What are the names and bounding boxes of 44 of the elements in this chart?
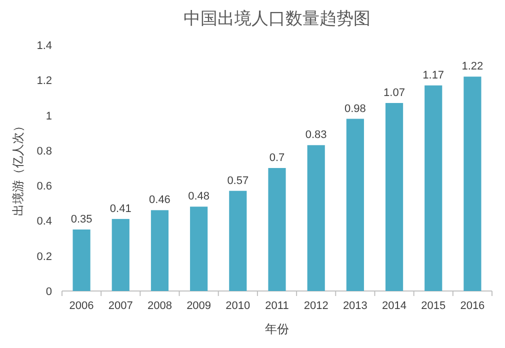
x-tick-label: 2013 [342, 300, 368, 312]
x-tick-label: 2015 [421, 300, 446, 312]
data-label: 1.22 [462, 60, 484, 73]
x-axis-title: 年份 [265, 322, 289, 336]
x-tick-label: 2009 [186, 300, 212, 312]
bar [229, 190, 247, 291]
data-label: 0.98 [344, 102, 366, 115]
y-tick-label: 0.6 [36, 180, 52, 193]
x-tick-label: 2012 [304, 300, 328, 312]
bar [112, 218, 130, 291]
y-axis-title: 出境游（亿人次） [11, 120, 25, 216]
y-tick-label: 1.4 [36, 40, 52, 52]
data-label: 0.46 [149, 194, 170, 206]
y-tick-label: 0.4 [36, 216, 52, 228]
bar [268, 168, 286, 291]
bar [346, 118, 364, 291]
bar [307, 145, 325, 291]
data-label: 0.7 [269, 152, 285, 164]
y-tick-label: 1.2 [36, 75, 52, 88]
data-label: 1.07 [384, 86, 405, 99]
data-label: 0.83 [305, 129, 327, 142]
x-tick-label: 2008 [147, 300, 172, 312]
x-tick-label: 2007 [108, 300, 133, 312]
bar [464, 76, 482, 291]
data-label: 0.48 [188, 190, 210, 203]
x-tick-label: 2011 [265, 300, 289, 312]
y-tick-label: 0 [46, 286, 52, 298]
y-tick-label: 1 [46, 110, 52, 122]
chart-title: 中国出境人口数量趋势图 [184, 9, 370, 28]
bar [72, 230, 90, 291]
data-label: 1.17 [422, 69, 444, 82]
x-tick-label: 2010 [226, 300, 250, 312]
data-label: 0.41 [110, 202, 132, 215]
bar [190, 206, 208, 291]
x-tick-label: 2014 [382, 300, 407, 312]
data-label: 0.35 [70, 214, 92, 226]
bar [424, 85, 442, 291]
bar [150, 210, 169, 291]
x-tick-label: 2006 [69, 300, 94, 312]
y-tick-label: 0.8 [36, 145, 52, 158]
data-label: 0.57 [227, 174, 249, 187]
x-tick-label: 2016 [460, 300, 485, 312]
y-tick-label: 0.2 [36, 250, 52, 263]
bar [385, 102, 404, 291]
